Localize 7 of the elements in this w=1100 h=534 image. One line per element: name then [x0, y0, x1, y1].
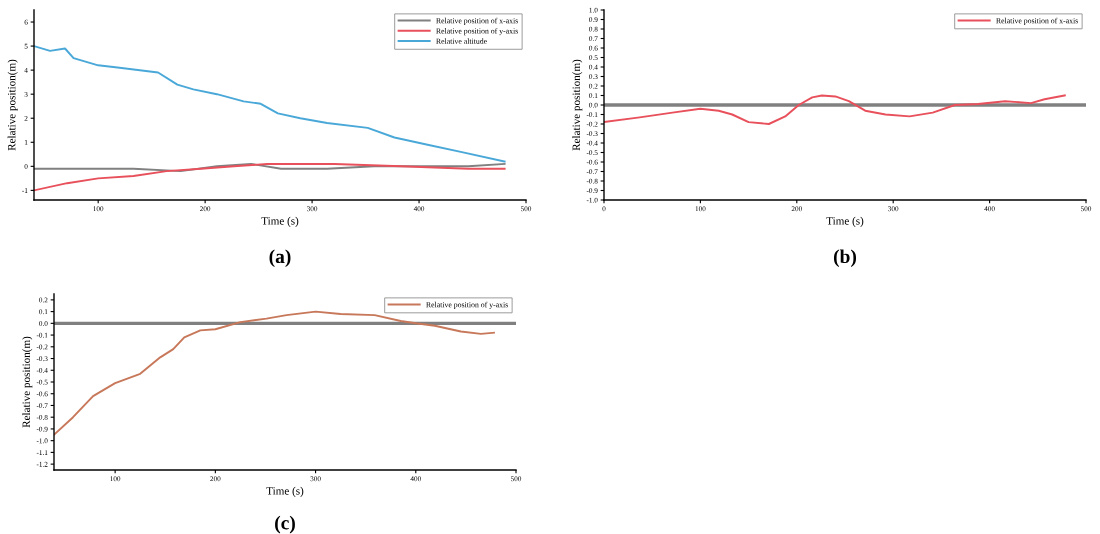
line-series [34, 45, 506, 163]
line-series [604, 94, 1066, 125]
text: (a) [269, 249, 291, 268]
line-series [54, 310, 495, 436]
line-series [34, 162, 506, 192]
text: (b) [833, 249, 857, 268]
text: (c) [275, 515, 295, 534]
